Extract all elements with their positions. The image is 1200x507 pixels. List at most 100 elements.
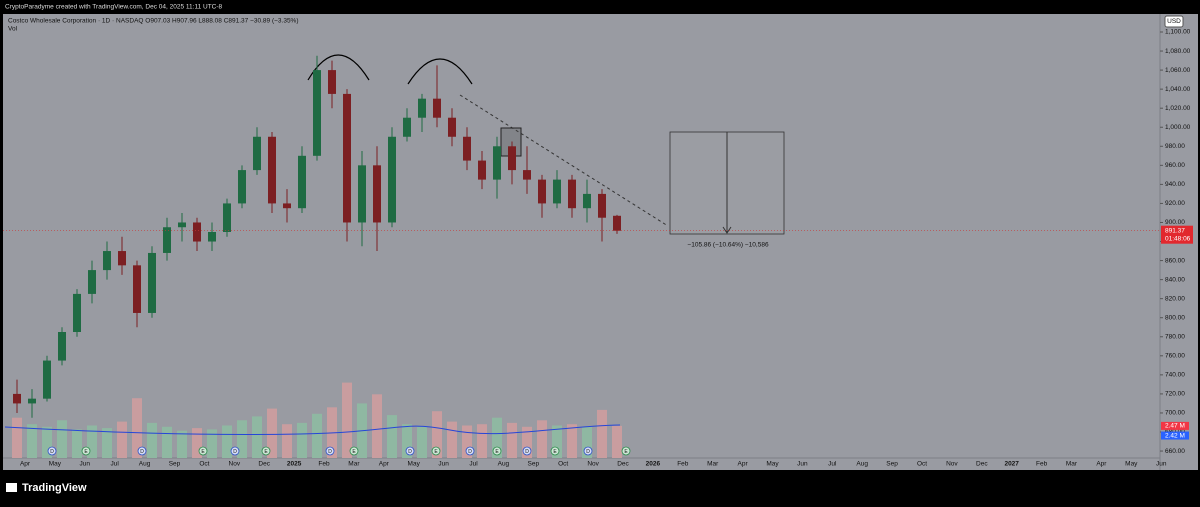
candle-body (373, 165, 381, 223)
event-label: D (140, 449, 144, 455)
x-tick-label: 2025 (287, 461, 302, 468)
volume-bar (27, 424, 37, 458)
volume-bar (192, 428, 202, 458)
volume-bar (417, 426, 427, 458)
candle-body (43, 360, 51, 399)
event-label: D (328, 449, 332, 455)
countdown: 01:48:06 (1165, 235, 1191, 242)
event-label: D (233, 449, 237, 455)
volume-bar (342, 382, 352, 458)
plot-area (3, 14, 1160, 470)
volume-bar (207, 429, 217, 458)
candle-body (508, 146, 516, 171)
candle-body (598, 193, 606, 218)
candle-body (73, 293, 81, 332)
trend-line (459, 94, 669, 227)
measurement: −105.86 (−10.64%) −10,586 (687, 242, 769, 249)
x-tick-label: Jul (828, 461, 837, 468)
volume-bar (297, 422, 307, 458)
y-tick-label: 820.00 (1165, 295, 1185, 302)
y-tick-label: 760.00 (1165, 353, 1185, 360)
x-tick-label: Nov (587, 461, 599, 468)
currency-button[interactable] (1164, 15, 1184, 28)
event-marker (230, 446, 240, 456)
candle-body (493, 146, 501, 180)
x-tick-label: Feb (318, 461, 330, 468)
volume-bar (507, 422, 517, 458)
x-tick-label: Dec (617, 461, 629, 468)
candle-body (88, 270, 96, 294)
event-marker (431, 446, 441, 456)
x-tick-label: Apr (1096, 461, 1107, 468)
volume-bar (222, 425, 232, 458)
candle-body (553, 179, 561, 204)
x-tick-label: Nov (946, 461, 958, 468)
event-label: E (495, 449, 499, 455)
x-tick-label: Sep (169, 461, 181, 468)
x-tick-label: Feb (677, 461, 689, 468)
x-tick-label: May (1125, 461, 1138, 468)
event-label: E (434, 449, 438, 455)
candle-body (163, 227, 171, 253)
x-tick-label: Oct (199, 461, 209, 468)
candle-body (523, 170, 531, 180)
event-marker (621, 446, 631, 456)
volume-tag (1161, 431, 1189, 440)
volume-bar (267, 408, 277, 458)
y-tick-label: 780.00 (1165, 333, 1185, 340)
y-tick-label: 720.00 (1165, 391, 1185, 398)
candle-body (463, 136, 471, 161)
candle-body (133, 265, 141, 313)
y-tick-label: 1,060.00 (1165, 67, 1191, 74)
volume-bar (147, 422, 157, 458)
x-tick-label: 2026 (646, 461, 661, 468)
volume-bar (12, 417, 22, 458)
shoulder-arc (407, 58, 473, 85)
volume-bar (252, 416, 262, 458)
y-tick-label: 1,080.00 (1165, 48, 1191, 55)
event-marker (81, 446, 91, 456)
candle-body (358, 165, 366, 223)
y-tick-label: 800.00 (1165, 314, 1185, 321)
y-tick-label: 960.00 (1165, 162, 1185, 169)
event-marker (465, 446, 475, 456)
event-marker (405, 446, 415, 456)
candle-body (418, 98, 426, 118)
event-label: D (525, 449, 529, 455)
y-tick-label: 920.00 (1165, 200, 1185, 207)
y-tick-label: 740.00 (1165, 372, 1185, 379)
price-tag (1161, 225, 1193, 244)
candle-body (448, 117, 456, 137)
volume-bar (612, 425, 622, 458)
event-marker (349, 446, 359, 456)
event-label: E (352, 449, 356, 455)
volume-bar (447, 421, 457, 458)
y-tick-label: 1,000.00 (1165, 124, 1191, 131)
candle-body (538, 179, 546, 204)
event-marker (492, 446, 502, 456)
event-marker (522, 446, 532, 456)
x-tick-label: Feb (1036, 461, 1048, 468)
event-label: E (84, 449, 88, 455)
x-tick-label: 2027 (1004, 461, 1019, 468)
currency[interactable]: USD (1167, 18, 1181, 25)
event-label: D (468, 449, 472, 455)
candle-body (583, 193, 591, 209)
price-tag-label: 891.37 (1165, 227, 1185, 234)
event-label: E (624, 449, 628, 455)
candle-body (388, 136, 396, 223)
x-tick-label: Jun (1156, 461, 1167, 468)
y-tick-label: 660.00 (1165, 448, 1185, 455)
candle-body (478, 160, 486, 180)
x-tick-label: Aug (856, 461, 868, 468)
event-marker (550, 446, 560, 456)
y-tick-label: 700.00 (1165, 410, 1185, 417)
x-tick-label: Dec (258, 461, 270, 468)
candle-body (238, 170, 246, 204)
volume-bar (477, 424, 487, 458)
volume-bar (282, 424, 292, 458)
candle-body (208, 232, 216, 242)
y-tick-label: 860.00 (1165, 257, 1185, 264)
x-tick-label: Mar (348, 461, 360, 468)
